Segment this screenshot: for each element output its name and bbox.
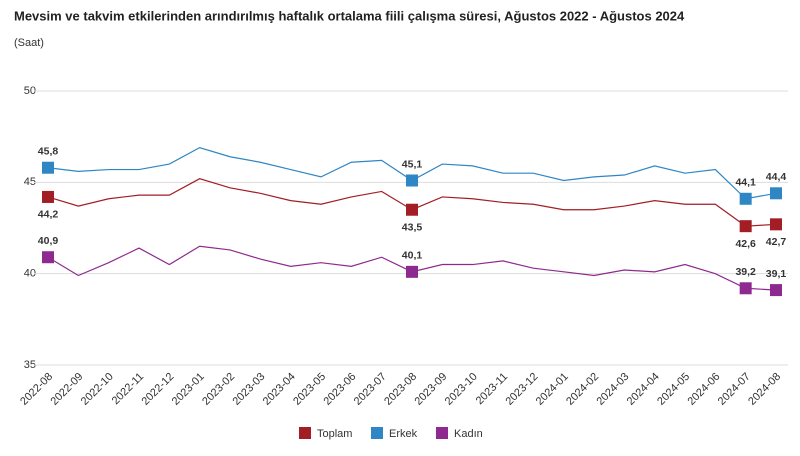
x-tick-label: 2024-05 — [655, 371, 692, 408]
x-tick-label: 2024-06 — [685, 371, 722, 408]
value-label: 40,1 — [402, 250, 423, 262]
x-tick-label: 2023-10 — [443, 371, 480, 408]
legend-swatch — [299, 427, 311, 439]
x-tick-label: 2023-05 — [291, 371, 328, 408]
value-label: 45,8 — [38, 146, 59, 158]
value-label: 44,2 — [38, 209, 59, 221]
value-label: 44,1 — [735, 177, 756, 189]
x-tick-label: 2023-12 — [503, 371, 540, 408]
point-marker — [406, 265, 418, 278]
point-marker — [770, 218, 782, 231]
point-marker — [42, 190, 54, 203]
series-line — [47, 146, 777, 200]
x-tick-label: 2023-08 — [382, 371, 419, 408]
value-label: 39,2 — [735, 266, 756, 278]
x-tick-label: 2023-01 — [170, 371, 207, 408]
chart-subtitle: (Saat) — [14, 37, 44, 49]
y-tick-label: 40 — [24, 268, 36, 280]
y-tick-label: 50 — [24, 85, 36, 97]
point-marker — [406, 174, 418, 187]
x-tick-label: 2022-12 — [139, 371, 176, 408]
x-tick-label: 2024-02 — [564, 371, 601, 408]
x-tick-label: 2022-10 — [79, 371, 116, 408]
point-marker — [739, 220, 752, 233]
x-tick-label: 2023-04 — [261, 371, 298, 408]
y-tick-label: 45 — [24, 176, 36, 188]
point-marker — [770, 187, 782, 200]
x-tick-label: 2024-04 — [625, 371, 662, 408]
point-marker — [406, 203, 418, 216]
x-tick-label: 2024-03 — [594, 371, 631, 408]
x-tick-label: 2024-07 — [716, 371, 753, 408]
point-marker — [42, 161, 54, 174]
y-tick-label: 35 — [24, 359, 36, 371]
value-label: 43,5 — [402, 222, 423, 234]
value-label: 40,9 — [38, 235, 59, 247]
chart-title: Mevsim ve takvim etkilerinden arındırılm… — [14, 8, 685, 23]
value-label: 39,1 — [766, 268, 787, 280]
point-marker — [770, 284, 782, 297]
point-marker — [739, 282, 752, 295]
legend-label: Kadın — [454, 428, 483, 440]
legend-swatch — [371, 427, 383, 439]
x-tick-label: 2022-09 — [48, 371, 85, 408]
value-label: 44,4 — [766, 171, 787, 183]
point-marker — [739, 192, 752, 205]
value-label: 42,6 — [735, 238, 756, 250]
legend-label: Toplam — [317, 428, 352, 440]
legend-label: Erkek — [389, 428, 418, 440]
value-label: 42,7 — [766, 236, 787, 248]
x-tick-label: 2023-03 — [230, 371, 267, 408]
x-tick-label: 2023-06 — [321, 371, 358, 408]
value-label: 45,1 — [402, 158, 423, 170]
x-tick-label: 2023-09 — [412, 371, 449, 408]
x-tick-label: 2023-02 — [200, 371, 237, 408]
x-tick-label: 2022-08 — [18, 371, 55, 408]
x-tick-label: 2024-01 — [534, 371, 571, 408]
x-tick-label: 2023-07 — [352, 371, 389, 408]
point-marker — [42, 251, 54, 264]
legend-swatch — [436, 427, 448, 439]
x-tick-label: 2024-08 — [746, 371, 783, 408]
